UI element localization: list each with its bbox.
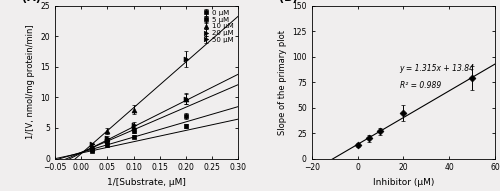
Legend: 0 μM, 5 μM, 10 μM, 20 μM, 50 μM: 0 μM, 5 μM, 10 μM, 20 μM, 50 μM <box>202 9 235 43</box>
Text: y = 1.315x + 13.84: y = 1.315x + 13.84 <box>400 64 474 73</box>
X-axis label: Inhibitor (μM): Inhibitor (μM) <box>372 178 434 187</box>
Text: R² = 0.989: R² = 0.989 <box>400 81 441 90</box>
Text: (A): (A) <box>22 0 41 3</box>
Text: (B): (B) <box>278 0 297 3</box>
Y-axis label: 1/[V, nmol/mg protein/min]: 1/[V, nmol/mg protein/min] <box>26 25 35 139</box>
Y-axis label: Slope of the primary plot: Slope of the primary plot <box>278 30 287 135</box>
X-axis label: 1/[Substrate, μM]: 1/[Substrate, μM] <box>107 178 186 187</box>
